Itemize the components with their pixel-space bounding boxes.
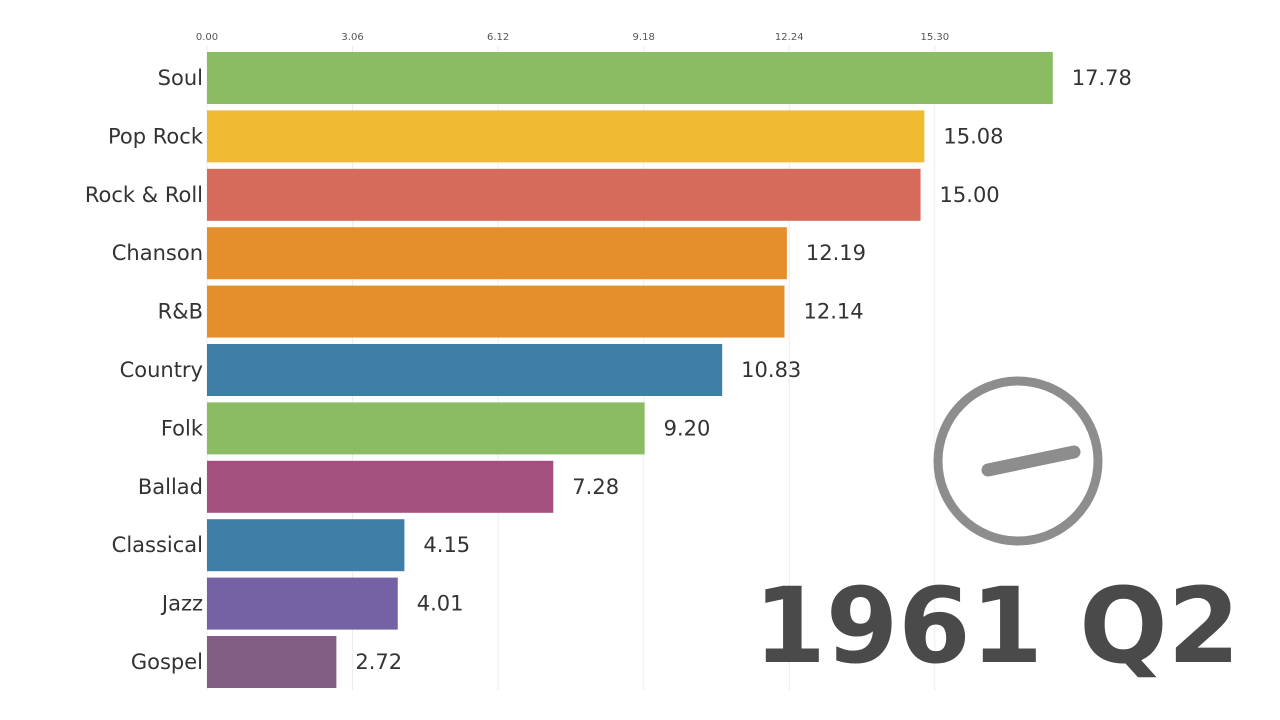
category-label: Country [120,358,203,382]
bar [207,519,405,572]
category-label: Classical [112,533,203,557]
bar [207,285,785,338]
value-label: 12.19 [806,241,866,265]
bars [207,52,1053,688]
category-label: Gospel [131,650,203,674]
value-label: 2.72 [355,650,402,674]
value-label: 17.78 [1072,66,1132,90]
category-label: Rock & Roll [85,183,203,207]
value-label: 7.28 [572,475,619,499]
category-labels: Soul Pop Rock Rock & Roll Chanson R&B Country… [85,66,204,674]
category-label: Soul [158,66,203,90]
category-label: Folk [161,416,204,440]
category-label: Jazz [160,592,203,616]
value-label: 9.20 [664,416,711,440]
bar [207,52,1053,104]
dial-hand [981,445,1081,477]
dial-circle [933,376,1103,546]
value-label: 10.83 [741,358,801,382]
category-label: Ballad [138,475,203,499]
bar [207,168,921,221]
category-label: Chanson [112,241,203,265]
bar [207,636,337,688]
value-label: 4.01 [417,592,464,616]
x-tick-label: 15.30 [921,32,950,43]
x-tick-label: 6.12 [487,32,509,43]
bar [207,344,723,396]
value-label: 12.14 [803,300,863,324]
value-labels: 17.78 15.08 15.00 12.19 12.14 10.83 9.20 7.28 4.… [355,66,1132,674]
value-label: 15.00 [940,183,1000,207]
stopwatch-dial-icon [933,376,1103,546]
period-label: 1961 Q2 [754,565,1240,687]
bar [207,402,645,455]
x-tick-label: 12.24 [775,32,804,43]
x-axis-ticks: 0.00 3.06 6.12 9.18 12.24 15.30 [196,32,949,43]
value-label: 15.08 [943,124,1003,148]
value-label: 4.15 [423,533,470,557]
category-label: R&B [158,300,203,324]
bar [207,110,925,163]
bar [207,577,398,630]
bar [207,227,787,280]
x-tick-label: 9.18 [633,32,655,43]
bar [207,460,554,513]
x-tick-label: 0.00 [196,32,218,43]
x-tick-label: 3.06 [341,32,363,43]
category-label: Pop Rock [108,124,204,148]
